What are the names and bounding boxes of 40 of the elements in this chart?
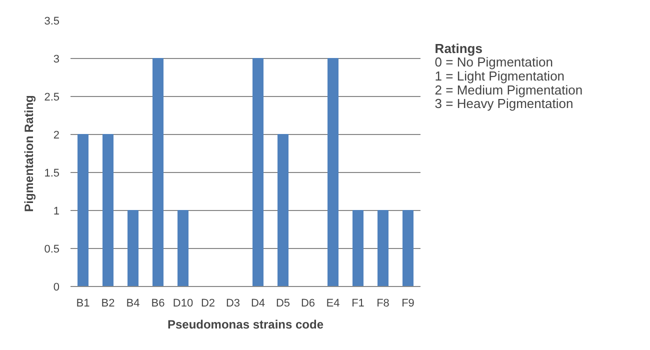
y-tick-label: 0 [53, 282, 60, 294]
text: 0 = No Pigmentation [434, 54, 553, 70]
x-tick-label: B2 [101, 298, 115, 310]
y-axis-title: Pigmentation Rating [22, 95, 36, 212]
bar [328, 58, 338, 286]
x-tick-label: F8 [376, 298, 390, 310]
x-tick-label: D4 [250, 298, 266, 310]
y-tick-label: 3.5 [44, 16, 60, 28]
x-tick-label: D3 [226, 298, 240, 310]
x-tick-label: D5 [276, 298, 290, 310]
bar [402, 210, 414, 286]
y-tick-label: 0.5 [44, 244, 60, 256]
text: Ratings [434, 40, 482, 56]
x-tick-label: D2 [200, 298, 216, 310]
bar [252, 58, 264, 286]
x-axis-title: Pseudomonas strains code [167, 318, 324, 332]
x-tick-label: B4 [126, 298, 140, 310]
bar [78, 134, 88, 286]
x-tick-label: F1 [352, 298, 364, 310]
y-tick-label: 2 [53, 130, 60, 142]
text: 3 = Heavy Pigmentation [434, 96, 574, 112]
bar [352, 210, 364, 286]
y-tick-label: 3 [53, 54, 60, 66]
y-tick-label: 2.5 [44, 92, 60, 104]
y-tick-label: 1.5 [44, 168, 60, 180]
x-tick-label: F9 [402, 298, 414, 310]
bar [102, 134, 114, 286]
bar [178, 210, 188, 286]
bar [378, 210, 388, 286]
y-tick-label: 1 [53, 206, 60, 218]
x-tick-label: B6 [151, 298, 165, 310]
x-tick-label: B1 [76, 298, 90, 310]
bar [278, 134, 288, 286]
x-tick-label: D10 [172, 298, 194, 310]
bar [128, 210, 138, 286]
bar [152, 58, 164, 286]
text: 2 = Medium Pigmentation [434, 82, 583, 98]
text: 1 = Light Pigmentation [434, 68, 565, 84]
x-tick-label: D6 [300, 298, 316, 310]
x-tick-label: E4 [326, 298, 340, 310]
